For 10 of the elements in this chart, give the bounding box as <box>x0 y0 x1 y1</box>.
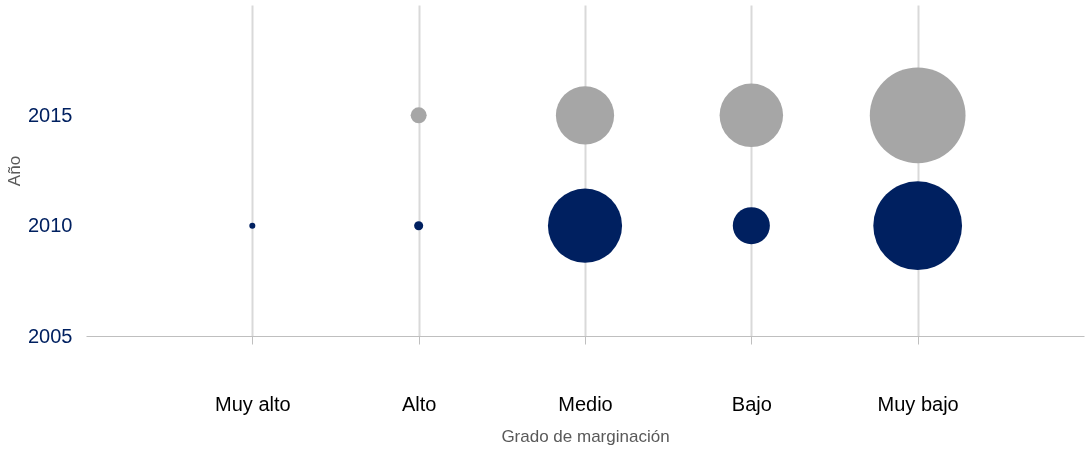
x-tick-label: Bajo <box>731 392 772 415</box>
x-tick-label: Alto <box>401 392 437 415</box>
y-tick-label: 2010 <box>28 214 73 237</box>
x-axis-title: Grado de marginación <box>501 426 670 446</box>
x-tick-label: Medio <box>558 392 613 415</box>
y-tick-label: 2015 <box>28 103 73 126</box>
x-tick-label: Muy alto <box>215 392 291 415</box>
x-tick-label: Muy bajo <box>877 392 959 415</box>
y-tick-label: 2005 <box>28 324 73 347</box>
y-axis-title: Año <box>5 155 25 187</box>
